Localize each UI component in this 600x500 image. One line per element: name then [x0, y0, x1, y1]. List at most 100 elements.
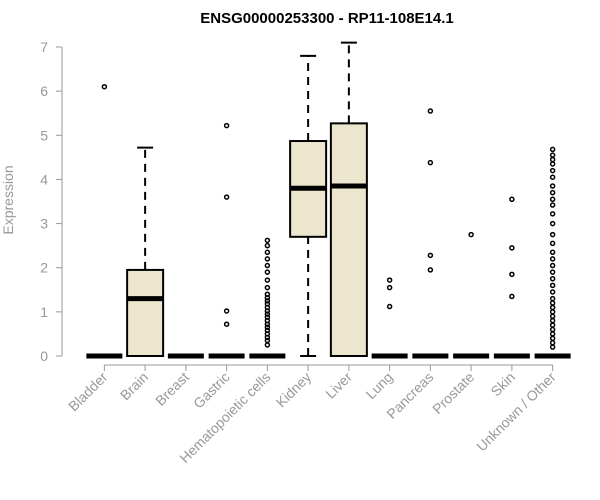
outlier-point [549, 183, 556, 189]
outlier-point [549, 317, 556, 324]
outlier-point [549, 211, 556, 217]
outlier-point [509, 196, 515, 203]
outlier-point [549, 256, 556, 262]
outlier-point [549, 174, 556, 180]
outlier-point [549, 152, 556, 158]
outlier-point [264, 277, 271, 283]
box-group [208, 122, 245, 359]
outlier-point [264, 327, 271, 334]
outlier-point [549, 295, 556, 302]
outlier-point [264, 237, 271, 244]
y-axis-label: Expression [0, 165, 16, 234]
outlier-point [549, 313, 556, 320]
outlier-point [264, 269, 271, 275]
outlier-point [549, 335, 556, 342]
x-tick-label: Skin [487, 369, 518, 400]
outlier-point [386, 284, 393, 291]
outlier-point [549, 196, 556, 203]
outlier-point [549, 322, 556, 328]
outlier-point [264, 256, 271, 262]
outlier-point [549, 289, 556, 295]
x-tick-label: Kidney [273, 369, 315, 411]
outlier-point [427, 159, 434, 166]
outlier-point [549, 331, 556, 337]
outlier-point [264, 284, 271, 291]
outlier-point [509, 245, 515, 251]
outlier-point [549, 344, 556, 350]
x-tick-label: Breast [152, 369, 192, 409]
outlier-point [468, 231, 474, 238]
outlier-point [264, 342, 271, 348]
box-group [534, 146, 571, 359]
outlier-point [264, 262, 271, 269]
y-tick-label: 2 [40, 260, 48, 276]
outlier-point [427, 108, 434, 114]
box-group [86, 83, 123, 359]
outlier-point [549, 262, 556, 269]
iqr-box [329, 122, 368, 357]
outlier-point [549, 189, 556, 196]
outlier-point [549, 304, 556, 311]
outlier-point [427, 267, 434, 273]
outlier-point [549, 202, 556, 208]
x-tick-label: Lung [362, 369, 395, 402]
outlier-point [549, 249, 556, 256]
outlier-point [549, 269, 556, 275]
x-tick-label: Prostate [429, 369, 477, 417]
outlier-point [264, 314, 271, 320]
y-tick-label: 4 [40, 171, 48, 187]
outlier-point [264, 301, 271, 307]
chart-title: ENSG00000253300 - RP11-108E14.1 [200, 10, 454, 27]
box-group [289, 54, 328, 357]
outlier-point [223, 194, 230, 200]
outlier-point [223, 308, 230, 314]
outlier-point [509, 271, 515, 278]
outlier-point [549, 276, 556, 282]
iqr-box [126, 268, 165, 357]
box-group [453, 231, 490, 359]
outlier-point [264, 249, 271, 256]
box-group [329, 41, 368, 357]
box-group [493, 196, 530, 359]
y-tick-label: 6 [40, 83, 48, 99]
outlier-point [509, 293, 515, 300]
outlier-point [549, 326, 556, 333]
outlier-point [264, 291, 271, 297]
outlier-point [549, 156, 556, 163]
outlier-point [549, 231, 556, 238]
outlier-point [549, 167, 556, 174]
box-group [249, 237, 286, 359]
box-group [412, 108, 449, 359]
outlier-point [549, 282, 556, 289]
outlier-point [223, 321, 230, 327]
box-group [371, 277, 408, 359]
outlier-point [101, 83, 108, 90]
outlier-point [549, 146, 556, 153]
x-tick-label: Liver [322, 369, 355, 402]
y-tick-label: 0 [40, 348, 48, 364]
outlier-point [427, 252, 434, 259]
y-tick-label: 7 [40, 39, 48, 55]
outlier-point [264, 298, 271, 304]
outlier-point [549, 340, 556, 346]
outlier-point [386, 303, 393, 310]
outlier-point [549, 309, 556, 315]
outlier-point [264, 324, 271, 331]
outlier-point [386, 277, 393, 283]
x-tick-label: Bladder [65, 369, 111, 415]
outlier-point [264, 242, 271, 249]
y-tick-label: 1 [40, 304, 48, 320]
y-axis: 0 1 2 3 4 5 6 7 [40, 39, 63, 364]
outlier-point [549, 220, 556, 227]
outlier-point [549, 161, 556, 167]
outlier-point [549, 300, 556, 306]
outlier-point [223, 122, 230, 129]
box-series [86, 41, 571, 359]
outlier-point [264, 337, 271, 344]
outlier-point [549, 240, 556, 247]
y-tick-label: 3 [40, 216, 48, 232]
x-tick-label: Brain [117, 369, 151, 403]
